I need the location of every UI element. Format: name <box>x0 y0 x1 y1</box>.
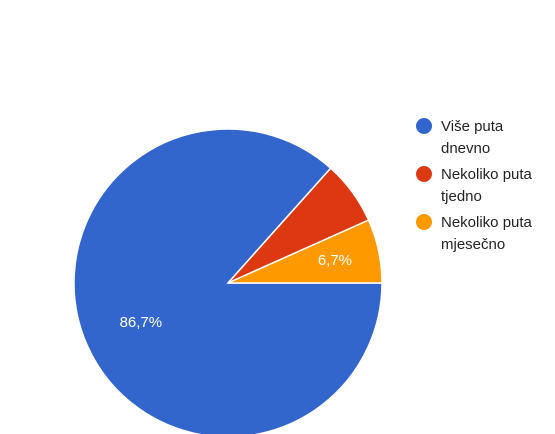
pie-slice-3 <box>227 219 383 284</box>
legend-label-1-line-2: dnevno <box>441 140 490 157</box>
pie-slices <box>73 128 383 434</box>
legend: Više puta dnevno Nekoliko puta tjedno Nekoli… <box>416 118 533 253</box>
legend-label-2-line-1: Nekoliko puta <box>441 166 533 183</box>
legend-label-1-line-1: Više puta <box>441 118 504 135</box>
legend-label-3-line-2: mjesečno <box>441 236 505 253</box>
pie-slice-1 <box>73 128 383 434</box>
legend-swatch-2 <box>416 166 432 182</box>
pie-slice-label-1: 86,7% <box>120 314 163 331</box>
legend-swatch-1 <box>416 118 432 134</box>
pie-slice-label-3: 6,7% <box>318 252 352 269</box>
legend-label-3-line-1: Nekoliko puta <box>441 214 533 231</box>
legend-swatch-3 <box>416 214 432 230</box>
pie-slice-labels: 86,7% 6,7% <box>120 252 352 331</box>
legend-label-2-line-2: tjedno <box>441 188 482 205</box>
